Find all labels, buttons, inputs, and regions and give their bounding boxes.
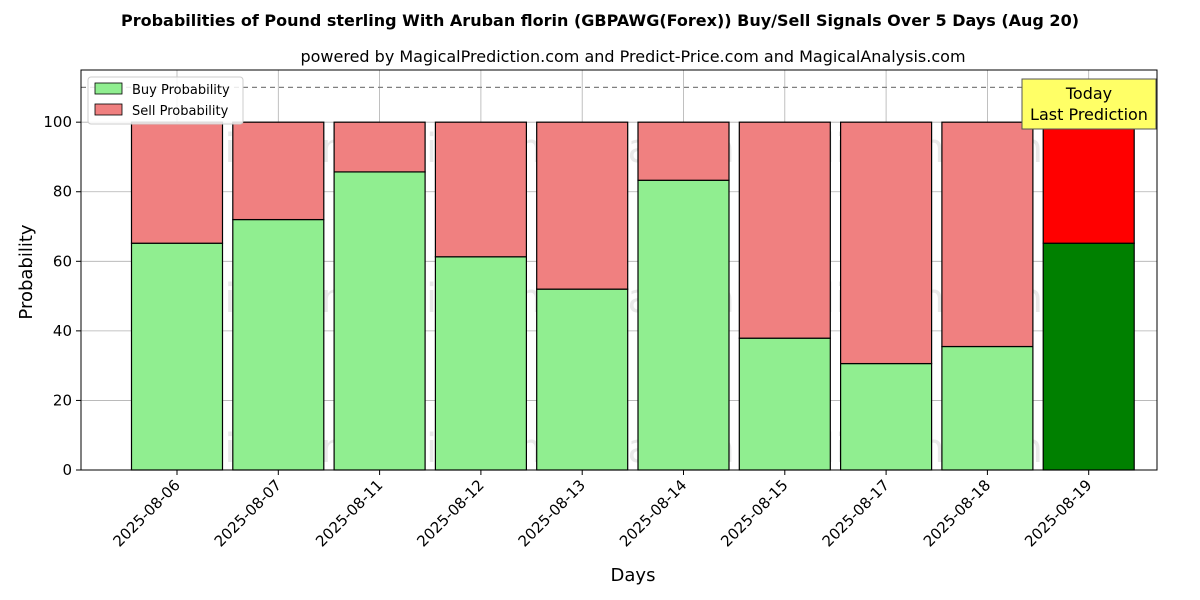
annotation-line-2: Last Prediction xyxy=(1030,105,1148,124)
legend-swatch-buy xyxy=(94,82,123,95)
x-tick-label: 2025-08-17 xyxy=(819,476,893,550)
x-tick-label: 2025-08-19 xyxy=(1021,476,1095,550)
x-tick-label: 2025-08-15 xyxy=(717,476,791,550)
bar-buy xyxy=(130,242,224,471)
x-tick-label: 2025-08-07 xyxy=(211,476,285,550)
today-annotation: Today Last Prediction xyxy=(1021,78,1157,130)
plot-frame xyxy=(80,69,1158,471)
bar-sell xyxy=(130,121,224,244)
bar-sell xyxy=(941,121,1034,348)
bar-sell xyxy=(1042,121,1135,244)
bar-buy xyxy=(941,345,1034,471)
y-axis-label: Probability xyxy=(16,224,37,319)
x-tick-label: 2025-08-14 xyxy=(616,476,690,550)
x-tick-label: 2025-08-18 xyxy=(920,476,994,550)
y-tick-label: 20 xyxy=(53,391,72,409)
legend-label-sell: Sell Probability xyxy=(132,104,229,119)
legend-label-buy: Buy Probability xyxy=(132,83,230,98)
bar-sell xyxy=(738,121,831,339)
bars xyxy=(130,121,1135,471)
bar-buy xyxy=(839,362,933,471)
bar-sell xyxy=(434,121,527,258)
bar-buy xyxy=(434,256,527,471)
bar-buy xyxy=(738,337,831,471)
bar-sell xyxy=(333,121,426,173)
annotation-box xyxy=(1021,78,1157,130)
x-tick-label: 2025-08-11 xyxy=(312,476,386,550)
y-tick-label: 60 xyxy=(53,252,72,270)
bar-buy xyxy=(1042,242,1135,471)
y-tick-label: 80 xyxy=(53,183,72,201)
y-tick-label: 100 xyxy=(43,113,72,131)
bar-buy xyxy=(637,179,730,471)
y-tick-label: 0 xyxy=(62,461,72,479)
legend-box xyxy=(87,76,244,125)
bar-buy xyxy=(536,288,629,471)
bar-buy xyxy=(333,171,426,471)
x-tick-label: 2025-08-06 xyxy=(109,476,183,550)
x-tick-label: 2025-08-12 xyxy=(413,476,487,550)
bar-sell xyxy=(232,121,325,221)
x-axis-label: Days xyxy=(611,565,656,586)
annotation-line-1: Today xyxy=(1065,84,1112,103)
bar-buy xyxy=(232,218,325,471)
legend: Buy Probability Sell Probability xyxy=(87,76,244,125)
chart-title: Probabilities of Pound sterling With Aru… xyxy=(121,11,1079,30)
bar-sell xyxy=(839,121,933,365)
chart-subtitle: powered by MagicalPrediction.com and Pre… xyxy=(300,47,965,66)
x-tick-label: 2025-08-13 xyxy=(515,476,589,550)
bar-sell xyxy=(637,121,730,181)
y-tick-label: 40 xyxy=(53,322,72,340)
bar-sell xyxy=(536,121,629,290)
legend-swatch-sell xyxy=(94,103,123,116)
